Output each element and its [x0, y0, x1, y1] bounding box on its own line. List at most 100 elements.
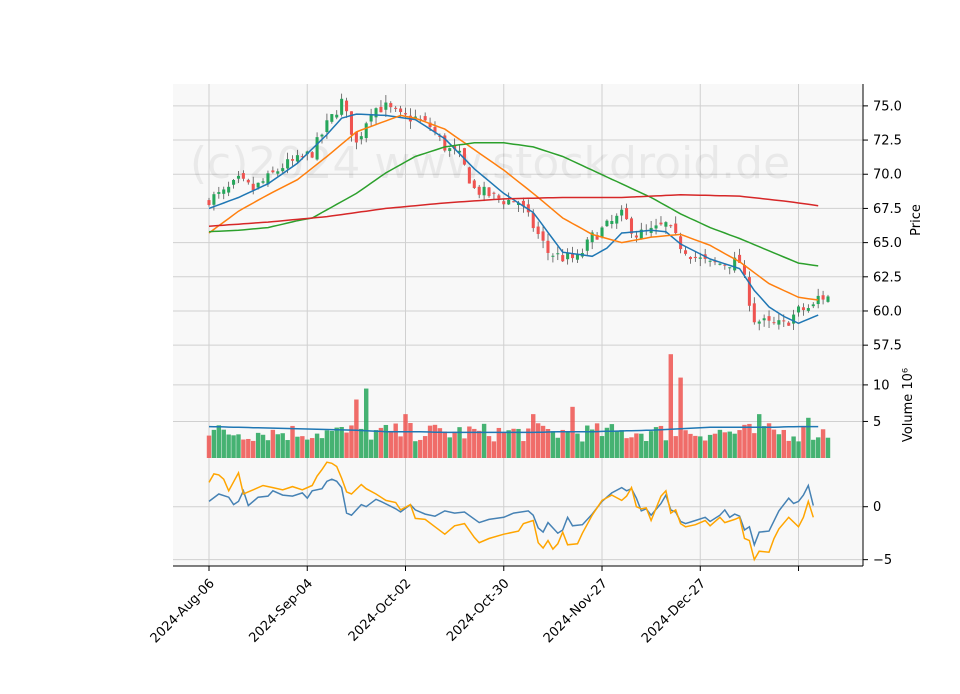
candle-body: [281, 168, 285, 172]
candle-body: [462, 148, 466, 165]
candle-body: [625, 208, 629, 220]
volume-bar: [693, 435, 698, 458]
volume-bar: [481, 423, 487, 458]
candle-body: [777, 320, 781, 325]
volume-bar: [506, 430, 511, 458]
volume-bar: [619, 430, 624, 458]
price-panel-background: [173, 84, 863, 352]
candle-body: [349, 111, 353, 135]
volume-bar: [683, 430, 688, 458]
volume-bar: [403, 414, 408, 458]
candle-body: [752, 303, 756, 323]
volume-bar: [329, 430, 335, 458]
candle-body: [728, 267, 732, 269]
date-tick-label: 2024-Aug-06: [148, 576, 218, 646]
volume-bar: [418, 439, 423, 458]
date-tick-label: 2024-Oct-02: [346, 576, 414, 644]
candle-body: [310, 152, 314, 158]
candle-body: [713, 261, 717, 263]
price-tick-label: 70.0: [873, 168, 902, 183]
candle-body: [679, 236, 683, 250]
volume-tick-label: 5: [873, 415, 881, 430]
candle-body: [374, 108, 378, 118]
candle-body: [797, 306, 801, 313]
volume-bar: [393, 423, 398, 458]
volume-bar: [211, 429, 217, 458]
candle-body: [207, 200, 211, 206]
price-tick-label: 62.5: [873, 270, 902, 285]
candle-body: [708, 260, 712, 262]
candle-body: [757, 321, 761, 324]
candle-body: [222, 189, 226, 194]
candle-body: [801, 307, 805, 311]
volume-bar: [363, 388, 369, 458]
candle-body: [669, 225, 673, 227]
volume-bar: [432, 424, 438, 458]
volume-bar: [413, 441, 418, 458]
candle-body: [551, 255, 555, 257]
candle-body: [566, 252, 570, 260]
candle-body: [605, 220, 609, 227]
candle-body: [217, 192, 221, 194]
candle-body: [379, 106, 383, 113]
volume-average-line: [208, 425, 819, 434]
volume-bar: [226, 434, 231, 458]
candle-body: [236, 175, 240, 179]
volume-bar: [206, 435, 212, 458]
volume-bar: [260, 434, 266, 458]
volume-bar: [319, 438, 325, 458]
candle-body: [531, 212, 535, 229]
candle-body: [512, 201, 516, 203]
volume-bar: [383, 424, 389, 458]
candle-body: [693, 256, 697, 259]
candle-body: [507, 199, 511, 205]
candle-body: [571, 253, 575, 259]
volume-bar: [732, 433, 737, 458]
candle-body: [575, 254, 579, 260]
volume-bar: [265, 440, 271, 458]
volume-bar: [752, 433, 757, 458]
candle-body: [620, 209, 624, 216]
candle-body: [536, 226, 540, 235]
price-tick-label: 75.0: [873, 99, 902, 114]
candle-body: [556, 253, 560, 255]
volume-bar: [634, 433, 639, 458]
candle-body: [364, 123, 368, 139]
candle-body: [300, 156, 304, 158]
candle-body: [654, 225, 658, 229]
moving-average-line: [208, 114, 819, 301]
candle-body: [733, 257, 737, 271]
candle-body: [634, 235, 638, 238]
volume-bar: [811, 439, 816, 458]
candle-body: [369, 114, 373, 122]
volume-bar: [437, 428, 443, 458]
volume-bar: [604, 427, 610, 458]
volume-bar: [339, 427, 344, 458]
candle-body: [811, 304, 815, 307]
moving-average-line: [208, 194, 819, 227]
volume-bar: [801, 425, 806, 458]
date-tick-label: 2024-Nov-27: [541, 576, 611, 646]
candle-body: [546, 240, 550, 253]
volume-bar: [344, 432, 349, 458]
volume-bar: [737, 430, 742, 458]
oscillator-line: [208, 461, 815, 562]
candle-body: [561, 255, 565, 262]
candle-body: [541, 231, 545, 241]
candle-body: [615, 215, 619, 224]
volume-bar: [314, 433, 320, 458]
volume-bar: [290, 425, 295, 458]
volume-bar: [540, 425, 546, 458]
volume-bar: [408, 423, 413, 458]
oscillator-tick-label: 0: [873, 500, 881, 515]
volume-bar: [516, 428, 521, 458]
candle-body: [747, 277, 751, 306]
candle-body: [212, 194, 216, 205]
candle-body: [340, 98, 344, 115]
volume-tick-label: 10: [873, 378, 890, 393]
volume-bar: [688, 433, 693, 458]
candle-body: [325, 120, 329, 132]
volume-bar: [653, 427, 659, 458]
candle-body: [330, 114, 334, 122]
volume-bar: [629, 437, 634, 458]
